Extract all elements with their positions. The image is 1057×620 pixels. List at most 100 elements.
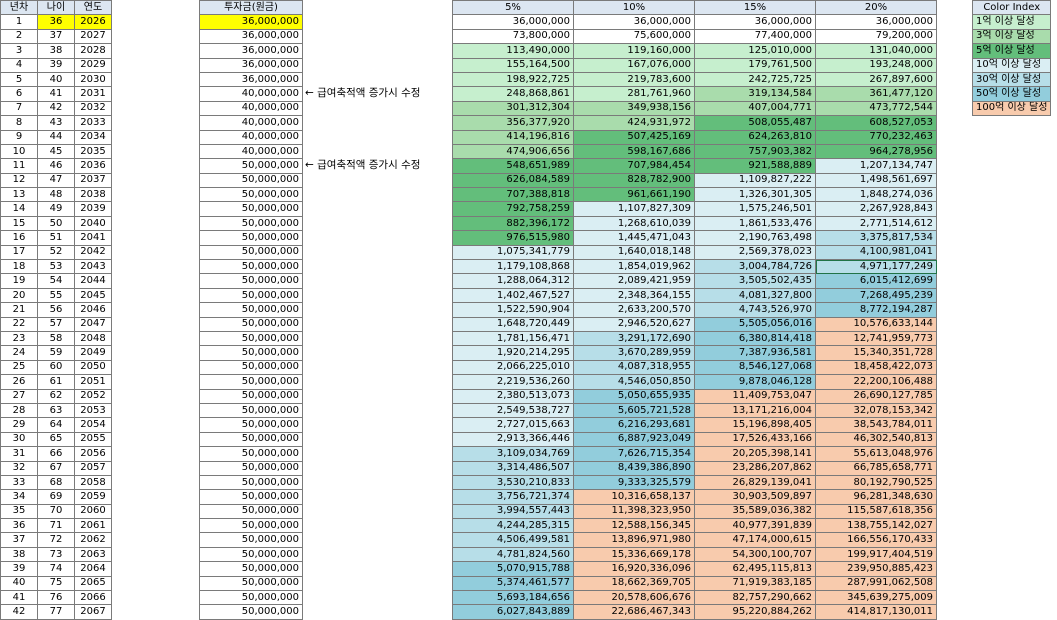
cell-year-no[interactable]: 14 (0, 201, 38, 217)
cell-value-rate-0[interactable]: 2,066,225,010 (452, 359, 574, 376)
cell-value-rate-3[interactable]: 38,543,784,011 (815, 417, 937, 433)
cell-age[interactable]: 56 (37, 302, 75, 318)
cell-investment[interactable]: 50,000,000 (199, 489, 303, 505)
cell-value-rate-0[interactable]: 1,075,341,779 (452, 244, 574, 261)
cell-age[interactable]: 36 (37, 14, 75, 30)
cell-value-rate-1[interactable]: 6,887,923,049 (573, 431, 695, 448)
cell-year-no[interactable]: 20 (0, 287, 38, 304)
cell-age[interactable]: 49 (37, 201, 75, 217)
cell-year[interactable]: 2058 (74, 474, 112, 491)
cell-investment[interactable]: 50,000,000 (199, 460, 303, 476)
cell-age[interactable]: 70 (37, 503, 75, 520)
cell-value-rate-1[interactable]: 22,686,467,343 (573, 604, 695, 620)
cell-age[interactable]: 50 (37, 215, 75, 232)
cell-year[interactable]: 2050 (74, 359, 112, 376)
cell-value-rate-1[interactable]: 3,291,172,690 (573, 330, 695, 347)
cell-value-rate-3[interactable]: 138,755,142,027 (815, 518, 937, 534)
cell-value-rate-0[interactable]: 73,800,000 (452, 28, 574, 45)
cell-value-rate-3[interactable]: 26,690,127,785 (815, 388, 937, 404)
cell-investment[interactable]: 50,000,000 (199, 215, 303, 232)
cell-value-rate-3[interactable]: 32,078,153,342 (815, 402, 937, 419)
cell-year-no[interactable]: 37 (0, 532, 38, 548)
cell-value-rate-1[interactable]: 9,333,325,579 (573, 474, 695, 491)
cell-value-rate-0[interactable]: 1,402,467,527 (452, 287, 574, 304)
cell-investment[interactable]: 50,000,000 (199, 172, 303, 189)
cell-investment[interactable]: 40,000,000 (199, 143, 303, 160)
header-rate-5[interactable]: 5% (452, 0, 574, 16)
header-age[interactable]: 나이 (37, 0, 75, 16)
cell-value-rate-2[interactable]: 40,977,391,839 (694, 518, 816, 534)
cell-value-rate-2[interactable]: 36,000,000 (694, 14, 816, 30)
cell-value-rate-3[interactable]: 66,785,658,771 (815, 460, 937, 476)
cell-value-rate-2[interactable]: 407,004,771 (694, 100, 816, 117)
header-rate-20[interactable]: 20% (815, 0, 937, 16)
cell-value-rate-1[interactable]: 36,000,000 (573, 14, 695, 30)
cell-year[interactable]: 2062 (74, 532, 112, 548)
cell-value-rate-3[interactable]: 55,613,048,976 (815, 446, 937, 462)
legend-item-100[interactable]: 100억 이상 달성 (971, 100, 1052, 117)
cell-value-rate-0[interactable]: 2,219,536,260 (452, 374, 574, 390)
header-rate-10[interactable]: 10% (573, 0, 695, 16)
cell-age[interactable]: 43 (37, 115, 75, 131)
cell-year[interactable]: 2040 (74, 215, 112, 232)
cell-value-rate-3[interactable]: 6,015,412,699 (815, 273, 937, 289)
cell-value-rate-2[interactable]: 77,400,000 (694, 28, 816, 45)
cell-value-rate-1[interactable]: 828,782,900 (573, 172, 695, 189)
cell-age[interactable]: 60 (37, 359, 75, 376)
cell-value-rate-1[interactable]: 961,661,190 (573, 187, 695, 203)
cell-investment[interactable]: 50,000,000 (199, 273, 303, 289)
cell-age[interactable]: 63 (37, 402, 75, 419)
cell-value-rate-0[interactable]: 4,244,285,315 (452, 518, 574, 534)
cell-investment[interactable]: 36,000,000 (199, 14, 303, 30)
cell-value-rate-2[interactable]: 62,495,115,813 (694, 561, 816, 577)
cell-value-rate-0[interactable]: 1,781,156,471 (452, 330, 574, 347)
cell-value-rate-2[interactable]: 26,829,139,041 (694, 474, 816, 491)
cell-year[interactable]: 2033 (74, 115, 112, 131)
cell-year[interactable]: 2027 (74, 28, 112, 45)
cell-value-rate-1[interactable]: 3,670,289,959 (573, 345, 695, 361)
cell-value-rate-0[interactable]: 474,906,656 (452, 143, 574, 160)
cell-age[interactable]: 64 (37, 417, 75, 433)
cell-value-rate-0[interactable]: 792,758,259 (452, 201, 574, 217)
cell-year[interactable]: 2048 (74, 330, 112, 347)
cell-value-rate-3[interactable]: 18,458,422,073 (815, 359, 937, 376)
cell-value-rate-2[interactable]: 9,878,046,128 (694, 374, 816, 390)
cell-age[interactable]: 53 (37, 259, 75, 275)
cell-year[interactable]: 2026 (74, 14, 112, 30)
cell-year-no[interactable]: 42 (0, 604, 38, 620)
cell-age[interactable]: 59 (37, 345, 75, 361)
cell-value-rate-1[interactable]: 2,633,200,570 (573, 302, 695, 318)
cell-value-rate-1[interactable]: 5,605,721,528 (573, 402, 695, 419)
cell-value-rate-2[interactable]: 11,409,753,047 (694, 388, 816, 404)
cell-value-rate-0[interactable]: 3,109,034,769 (452, 446, 574, 462)
legend-item-30[interactable]: 30억 이상 달성 (971, 71, 1052, 88)
cell-value-rate-1[interactable]: 4,087,318,955 (573, 359, 695, 376)
cell-age[interactable]: 62 (37, 388, 75, 404)
cell-value-rate-3[interactable]: 4,971,177,249 (815, 259, 937, 275)
cell-value-rate-2[interactable]: 921,588,889 (694, 158, 816, 174)
cell-year-no[interactable]: 6 (0, 86, 38, 102)
cell-age[interactable]: 65 (37, 431, 75, 448)
cell-value-rate-0[interactable]: 4,506,499,581 (452, 532, 574, 548)
cell-value-rate-0[interactable]: 626,084,589 (452, 172, 574, 189)
cell-value-rate-1[interactable]: 598,167,686 (573, 143, 695, 160)
cell-value-rate-3[interactable]: 36,000,000 (815, 14, 937, 30)
cell-value-rate-3[interactable]: 79,200,000 (815, 28, 937, 45)
cell-age[interactable]: 41 (37, 86, 75, 102)
cell-value-rate-1[interactable]: 1,640,018,148 (573, 244, 695, 261)
cell-year-no[interactable]: 26 (0, 374, 38, 390)
cell-value-rate-3[interactable]: 166,556,170,433 (815, 532, 937, 548)
cell-value-rate-0[interactable]: 36,000,000 (452, 14, 574, 30)
cell-value-rate-2[interactable]: 624,263,810 (694, 129, 816, 145)
cell-year[interactable]: 2038 (74, 187, 112, 203)
cell-investment[interactable]: 50,000,000 (199, 590, 303, 606)
cell-value-rate-3[interactable]: 22,200,106,488 (815, 374, 937, 390)
cell-age[interactable]: 40 (37, 71, 75, 88)
cell-value-rate-3[interactable]: 770,232,463 (815, 129, 937, 145)
cell-year-no[interactable]: 29 (0, 417, 38, 433)
cell-age[interactable]: 47 (37, 172, 75, 189)
cell-value-rate-1[interactable]: 119,160,000 (573, 43, 695, 59)
cell-value-rate-0[interactable]: 5,693,184,656 (452, 590, 574, 606)
cell-year[interactable]: 2045 (74, 287, 112, 304)
cell-value-rate-1[interactable]: 16,920,336,096 (573, 561, 695, 577)
